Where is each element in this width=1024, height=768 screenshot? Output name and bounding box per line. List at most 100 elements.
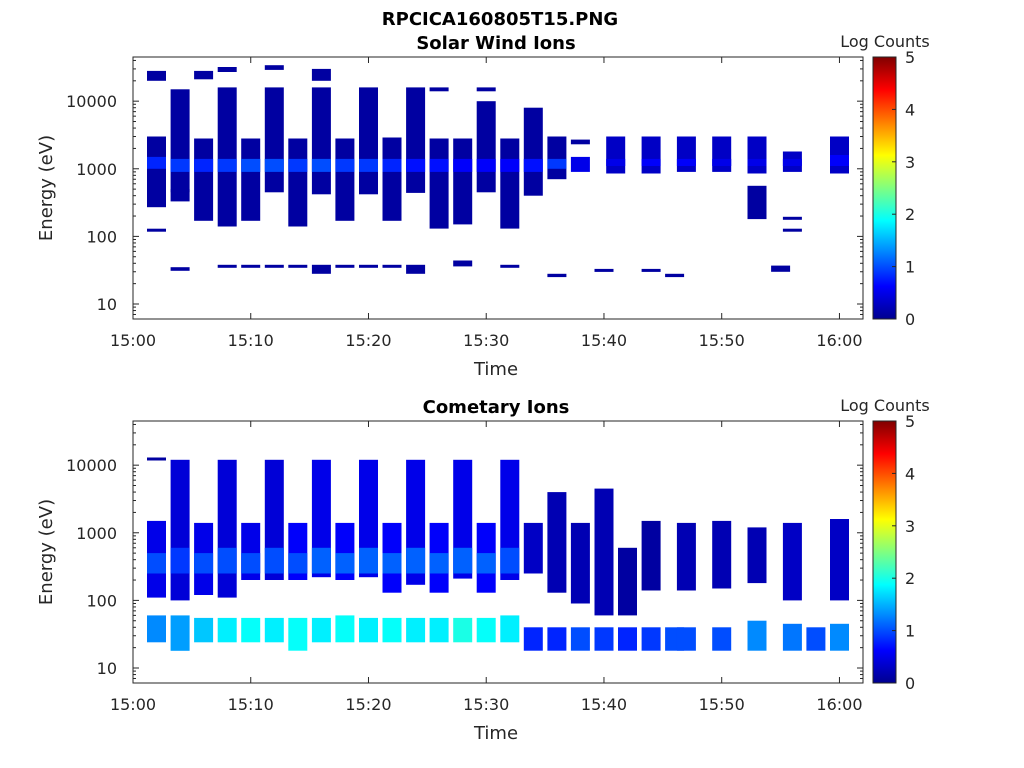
figure-title: RPCICA160805T15.PNG (382, 9, 618, 30)
data-cell (747, 158, 767, 166)
data-cell (429, 617, 449, 643)
data-cell (453, 260, 473, 267)
data-cell (406, 547, 426, 574)
data-cell (476, 158, 496, 172)
data-cell (453, 547, 473, 574)
data-cell (665, 273, 685, 278)
data-cell (500, 615, 520, 643)
x-tick-label: 15:20 (345, 331, 391, 350)
colorbar-tick-label: 5 (905, 412, 915, 431)
data-cell (830, 519, 849, 601)
data-cell (241, 264, 261, 268)
data-cell (830, 623, 849, 651)
data-cell (335, 158, 355, 172)
x-tick-label: 15:50 (699, 695, 745, 714)
data-cell (311, 547, 331, 574)
y-tick-label: 10000 (66, 456, 117, 475)
data-cell (241, 617, 261, 643)
colorbar (872, 420, 897, 684)
data-cell (500, 264, 520, 268)
x-tick-label: 15:30 (463, 695, 509, 714)
data-cell (500, 158, 520, 172)
data-cell (712, 627, 732, 651)
data-cell (264, 87, 284, 193)
x-tick-label: 15:30 (463, 331, 509, 350)
data-cell (194, 138, 214, 221)
data-cell (712, 136, 732, 172)
data-cell (453, 158, 473, 172)
data-cell (476, 87, 496, 92)
axes-box (132, 420, 864, 684)
data-cell (676, 136, 696, 172)
data-cell (170, 158, 190, 172)
data-cell (476, 101, 496, 193)
x-tick-label: 15:50 (699, 331, 745, 350)
data-cell (523, 627, 543, 651)
data-cell (712, 520, 732, 589)
colorbar-tick-label: 4 (905, 100, 915, 119)
data-cell (570, 522, 590, 604)
data-cell (241, 158, 261, 172)
y-tick-label: 10 (97, 295, 117, 314)
data-cell (406, 264, 426, 274)
colorbar-tick-label: 0 (905, 310, 915, 329)
data-cell (570, 139, 590, 145)
data-cell (782, 522, 802, 601)
data-cell (217, 264, 237, 268)
data-cell (523, 107, 543, 196)
x-tick-label: 15:00 (110, 331, 156, 350)
data-cell (641, 627, 661, 651)
data-cell (382, 137, 402, 221)
axes-box (132, 56, 864, 320)
data-cell (594, 627, 614, 651)
data-cell (429, 138, 449, 229)
data-cell (335, 553, 355, 574)
data-cell (147, 615, 166, 643)
x-axis-label: Time (473, 723, 518, 744)
data-cell (830, 155, 849, 166)
data-cell (747, 620, 767, 651)
data-cell (500, 547, 520, 574)
data-cell (217, 87, 237, 227)
data-cell (570, 156, 590, 172)
data-cell (618, 627, 637, 651)
colorbar-tick-label: 2 (905, 205, 915, 224)
y-axis-label: Energy (eV) (36, 499, 57, 605)
data-cell (547, 158, 567, 169)
data-cell (594, 268, 614, 272)
data-cell (523, 158, 543, 172)
data-cell (771, 265, 791, 272)
data-cell (194, 553, 214, 574)
data-cell (523, 522, 543, 574)
data-cell (170, 459, 190, 601)
data-cell (359, 158, 378, 172)
colorbar-tick-label: 4 (905, 464, 915, 483)
data-cell (147, 70, 166, 81)
data-cell (147, 457, 166, 461)
x-tick-label: 15:10 (228, 695, 274, 714)
data-cell (288, 158, 308, 172)
data-cell (782, 623, 802, 651)
data-cell (641, 136, 661, 174)
data-cell (641, 520, 661, 591)
data-cell (570, 627, 590, 651)
data-cell (264, 264, 284, 268)
data-cell (453, 138, 473, 225)
data-cell (288, 138, 308, 227)
data-cell (618, 547, 637, 616)
data-cell (359, 617, 378, 643)
data-cell (170, 267, 190, 271)
data-cell (641, 158, 661, 166)
data-cell (453, 617, 473, 643)
colorbar-tick-label: 3 (905, 517, 915, 536)
data-cell (806, 627, 826, 651)
data-cell (606, 136, 626, 174)
data-cell (147, 136, 166, 208)
data-cell (606, 158, 626, 166)
data-cell (359, 87, 378, 195)
data-cell (547, 627, 567, 651)
data-cell (747, 185, 767, 220)
data-cell (194, 617, 214, 643)
colorbar-tick-label: 3 (905, 153, 915, 172)
